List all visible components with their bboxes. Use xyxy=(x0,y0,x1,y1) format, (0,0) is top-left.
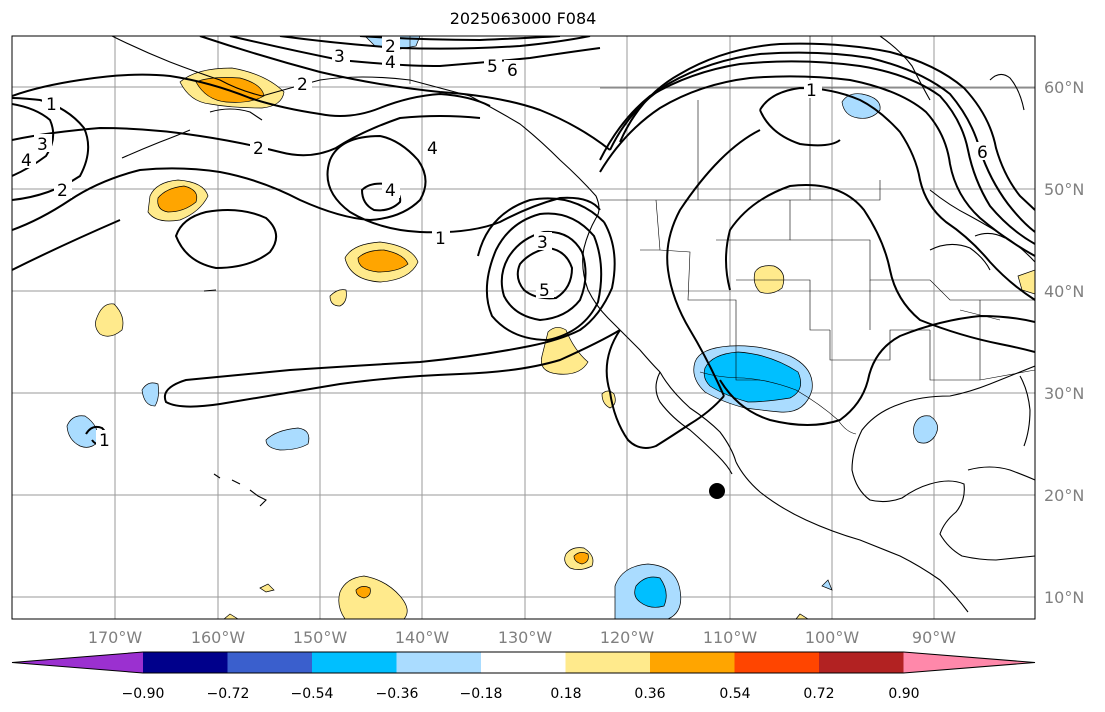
contour-label: 3 xyxy=(334,47,345,67)
contour-label: 1 xyxy=(435,229,446,249)
colorbar-tick-label: 0.90 xyxy=(888,686,919,702)
lat-label: 50°N xyxy=(1044,180,1084,199)
lon-label: 90°W xyxy=(912,628,956,647)
contour-label: 2 xyxy=(57,181,68,201)
colorbar-segment xyxy=(396,652,482,673)
colorbar-outline xyxy=(11,651,1036,674)
contour-label: 5 xyxy=(539,281,550,301)
colorbar-tick-label: 0.36 xyxy=(634,686,665,702)
lat-label: 40°N xyxy=(1044,282,1084,301)
lat-label: 10°N xyxy=(1044,588,1084,607)
contour-label: 6 xyxy=(507,61,518,81)
colorbar-tick-label: −0.36 xyxy=(376,686,419,702)
colorbar-segment xyxy=(819,652,904,673)
contour-label: 4 xyxy=(385,53,396,73)
contour-label-group: 1 2 3 4 5 6 2 3 4 1 2 4 1 3 xyxy=(18,36,992,451)
lon-label: 150°W xyxy=(293,628,348,647)
colorbar-tick-label: −0.18 xyxy=(460,686,503,702)
map-frame xyxy=(11,35,1036,620)
contour-label: 6 xyxy=(977,143,988,163)
colorbar-tick-label: −0.72 xyxy=(207,686,250,702)
colorbar-segment xyxy=(143,652,228,673)
graticule xyxy=(12,36,1035,619)
lon-label: 120°W xyxy=(600,628,655,647)
contour-label: 2 xyxy=(297,75,308,95)
colorbar-segment xyxy=(312,652,397,673)
contour-lines xyxy=(12,36,1035,449)
storm-center-marker xyxy=(709,483,725,499)
latitude-labels: 60°N 50°N 40°N 30°N 20°N 10°N xyxy=(1044,78,1084,607)
colorbar-ticks: −0.90 −0.72 −0.54 −0.36 −0.18 0.18 0.36 … xyxy=(122,686,920,702)
colorbar xyxy=(11,651,1036,674)
lon-label: 140°W xyxy=(395,628,450,647)
colorbar-segment xyxy=(650,652,735,673)
lon-label: 100°W xyxy=(805,628,860,647)
lat-label: 30°N xyxy=(1044,384,1084,403)
map-background xyxy=(12,36,1035,619)
colorbar-segment xyxy=(565,652,651,673)
colorbar-tick-label: 0.18 xyxy=(550,686,581,702)
contour-label: 1 xyxy=(806,81,817,101)
lat-label: 60°N xyxy=(1044,78,1084,97)
map-title: 2025063000 F084 xyxy=(449,9,597,28)
contour-label: 2 xyxy=(253,139,264,159)
contour-label: 1 xyxy=(46,95,57,115)
colorbar-tick-label: 0.72 xyxy=(803,686,834,702)
colorbar-segment xyxy=(227,652,313,673)
contour-label: 4 xyxy=(21,151,32,171)
contour-label: 3 xyxy=(537,233,548,253)
lat-label: 20°N xyxy=(1044,486,1084,505)
lon-label: 110°W xyxy=(703,628,758,647)
colorbar-tick-label: 0.54 xyxy=(719,686,750,702)
contour-label: 4 xyxy=(385,181,396,201)
lon-label: 160°W xyxy=(191,628,246,647)
lon-label: 130°W xyxy=(498,628,553,647)
colorbar-segment xyxy=(734,652,820,673)
colorbar-extend-low xyxy=(12,652,143,673)
lon-label: 170°W xyxy=(88,628,143,647)
colorbar-extend-high xyxy=(903,652,1035,673)
contour-label: 5 xyxy=(487,57,498,77)
contour-label: 2 xyxy=(385,37,396,57)
contour-label: 1 xyxy=(99,431,110,451)
colorbar-tick-label: −0.54 xyxy=(291,686,334,702)
contour-label: 4 xyxy=(427,139,438,159)
longitude-labels: 170°W 160°W 150°W 140°W 130°W 120°W 110°… xyxy=(88,628,956,647)
contour-label: 3 xyxy=(37,135,48,155)
colorbar-segment xyxy=(481,652,566,673)
colorbar-tick-label: −0.90 xyxy=(122,686,165,702)
